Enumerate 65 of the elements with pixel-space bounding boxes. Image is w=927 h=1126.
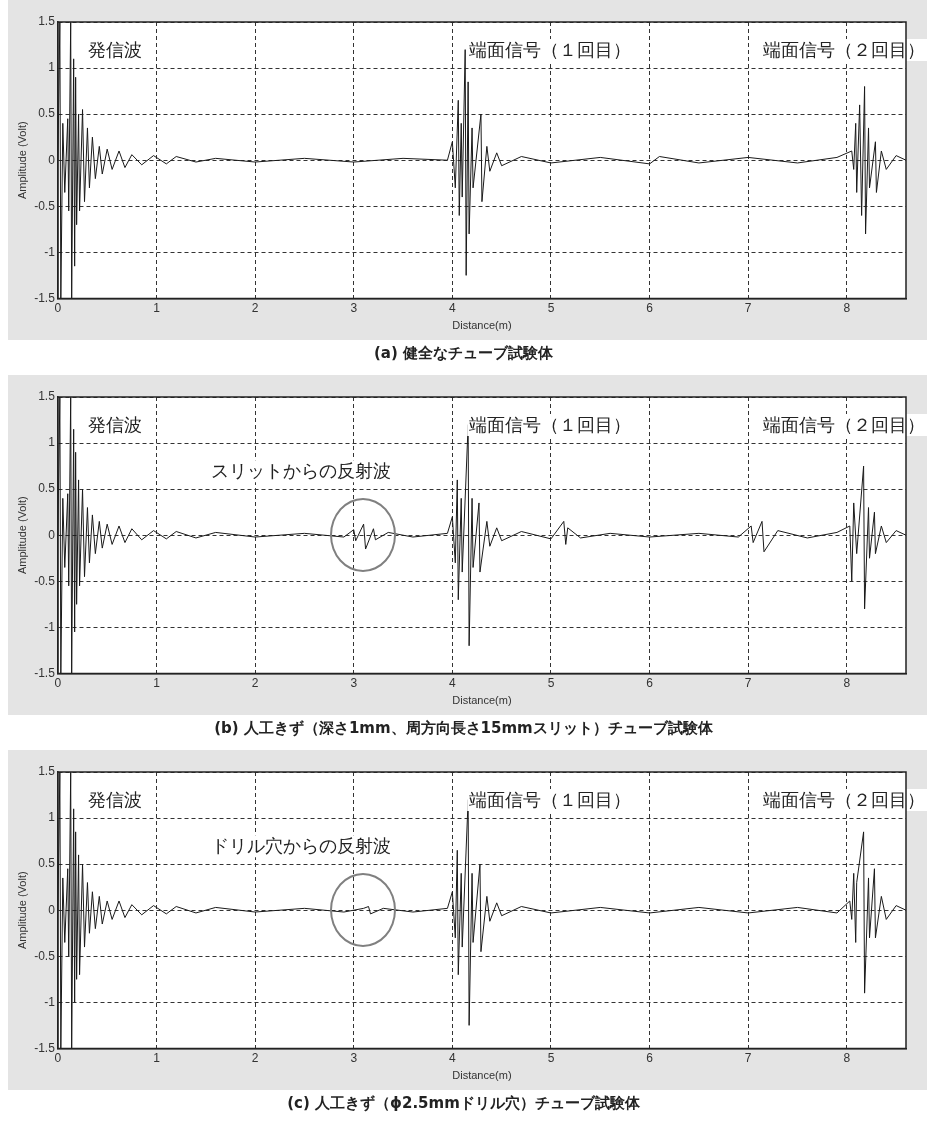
y-tick-label: 1.5 <box>38 764 56 779</box>
text: (a) 健全なチューブ試験体 <box>372 344 555 363</box>
text: (b) 人工きず（深さ1mm、周方向長さ15mmスリット）チューブ試験体 <box>213 719 714 738</box>
y-tick-label: 0.5 <box>38 106 56 121</box>
x-tick-label: 5 <box>547 675 555 690</box>
annotation: 端面信号（２回目） <box>763 789 925 810</box>
annotation: 端面信号（２回目） <box>763 39 925 60</box>
x-tick-label: 7 <box>744 675 752 690</box>
x-tick-label: 2 <box>251 675 259 690</box>
y-tick-label: 1 <box>48 435 56 450</box>
y-axis-title: Amplitude (Volt) <box>15 496 28 575</box>
x-tick-label: 1 <box>153 300 161 315</box>
y-tick-label: -1.5 <box>34 290 56 305</box>
x-tick-label: 8 <box>843 675 851 690</box>
y-tick-label: -1 <box>44 619 56 634</box>
y-axis-title: Amplitude (Volt) <box>15 121 28 200</box>
x-tick-label: 8 <box>843 1050 851 1065</box>
annotation: スリットからの反射波 <box>211 460 392 482</box>
x-tick-label: 5 <box>547 300 555 315</box>
x-tick-label: 6 <box>646 675 654 690</box>
y-tick-label: -0.5 <box>34 573 56 588</box>
annotation: ドリル穴からの反射波 <box>211 835 392 857</box>
x-tick-label: 4 <box>449 300 457 315</box>
y-tick-label: 1.5 <box>38 14 56 29</box>
annotation: 端面信号（１回目） <box>469 789 632 810</box>
x-tick-label: 3 <box>350 1050 358 1065</box>
x-axis-title: Distance(m) <box>452 694 512 707</box>
y-tick-label: 0 <box>48 527 56 542</box>
x-tick-label: 4 <box>449 1050 457 1065</box>
y-tick-label: 0.5 <box>38 481 56 496</box>
x-axis-title: Distance(m) <box>452 319 512 332</box>
y-tick-label: 0 <box>48 152 56 167</box>
x-tick-label: 4 <box>449 675 457 690</box>
text: (c) 人工きず（ϕ2.5mmドリル穴）チューブ試験体 <box>286 1094 641 1113</box>
y-tick-label: -1.5 <box>34 665 56 680</box>
x-tick-label: 7 <box>744 1050 752 1065</box>
y-tick-label: -1.5 <box>34 1040 56 1055</box>
annotation: 発信波 <box>87 789 142 810</box>
x-tick-label: 8 <box>843 300 851 315</box>
y-axis-title: Amplitude (Volt) <box>15 871 28 950</box>
y-tick-label: -1 <box>44 994 56 1009</box>
x-tick-label: 7 <box>744 300 752 315</box>
y-tick-label: -0.5 <box>34 948 56 963</box>
x-tick-label: 2 <box>251 1050 259 1065</box>
annotation: 端面信号（２回目） <box>763 414 925 435</box>
x-tick-label: 1 <box>153 675 161 690</box>
y-tick-label: 1 <box>48 60 56 75</box>
annotation: 端面信号（１回目） <box>469 414 632 435</box>
y-tick-label: -0.5 <box>34 198 56 213</box>
x-tick-label: 5 <box>547 1050 555 1065</box>
y-tick-label: 1.5 <box>38 389 56 404</box>
y-tick-label: 0 <box>48 902 56 917</box>
y-tick-label: 1 <box>48 810 56 825</box>
y-tick-label: 0.5 <box>38 856 56 871</box>
annotation: 端面信号（１回目） <box>469 39 632 60</box>
x-tick-label: 1 <box>153 1050 161 1065</box>
annotation: 発信波 <box>87 414 142 435</box>
x-axis-title: Distance(m) <box>452 1069 512 1082</box>
x-tick-label: 6 <box>646 300 654 315</box>
annotation: 発信波 <box>87 39 142 60</box>
x-tick-label: 6 <box>646 1050 654 1065</box>
x-tick-label: 2 <box>251 300 259 315</box>
x-tick-label: 3 <box>350 675 358 690</box>
y-tick-label: -1 <box>44 244 56 259</box>
x-tick-label: 3 <box>350 300 358 315</box>
